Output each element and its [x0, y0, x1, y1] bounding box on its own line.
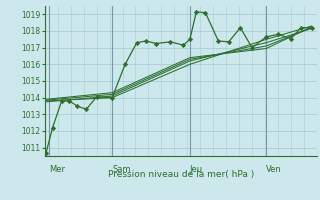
X-axis label: Pression niveau de la mer( hPa ): Pression niveau de la mer( hPa ) — [108, 170, 254, 179]
Text: Jeu: Jeu — [190, 165, 203, 174]
Text: Sam: Sam — [112, 165, 131, 174]
Text: Mer: Mer — [49, 165, 65, 174]
Text: Ven: Ven — [266, 165, 282, 174]
